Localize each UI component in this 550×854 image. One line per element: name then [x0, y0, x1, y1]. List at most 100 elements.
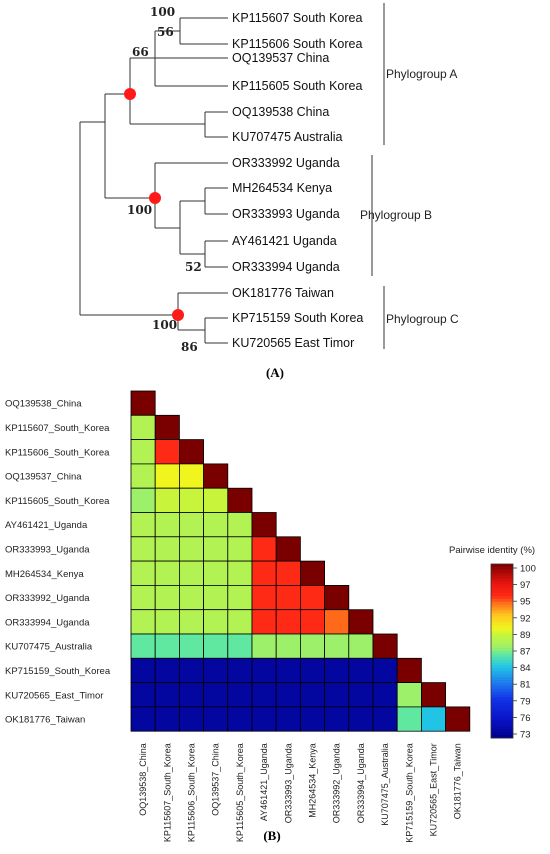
legend-color-step: [491, 735, 513, 739]
heatmap-cell: [130, 609, 156, 635]
bootstrap-value: 52: [185, 260, 202, 274]
legend-color-step: [491, 694, 513, 698]
leaf-label: OQ139538 China: [232, 105, 329, 119]
legend-color-step: [491, 709, 513, 713]
legend-color-step: [491, 717, 513, 721]
heatmap-cell: [203, 657, 229, 683]
leaf-label: KU707475 Australia: [232, 130, 343, 144]
legend-color-step: [491, 691, 513, 695]
heatmap-cell: [178, 487, 204, 513]
heatmap-cells: [130, 390, 471, 732]
legend-color-step: [491, 630, 513, 634]
heatmap-cell: [130, 512, 156, 538]
heatmap-cell: [227, 536, 253, 562]
heatmap-cell: [154, 584, 180, 611]
legend-color-step: [491, 575, 513, 579]
heatmap-cell: [154, 487, 180, 513]
phylogroup-c-node-marker: [172, 309, 184, 321]
heatmap-cell: [324, 657, 350, 683]
legend-color-step: [491, 607, 513, 611]
heatmap-cell: [275, 657, 301, 683]
heatmap-cell: [203, 706, 229, 732]
heatmap-cell: [445, 706, 471, 732]
heatmap-row-label: KP715159_South_Korea: [5, 666, 111, 677]
heatmap-column-label: KP715159_South_Korea: [404, 743, 414, 843]
legend-color-step: [491, 729, 513, 733]
heatmap-cell: [130, 463, 156, 489]
heatmap-cell: [251, 584, 277, 611]
legend-color-step: [491, 700, 513, 704]
legend-color-step: [491, 566, 513, 571]
heatmap-cell: [324, 706, 350, 732]
legend-tick-label: 81: [520, 680, 531, 691]
heatmap-cell: [275, 706, 301, 732]
heatmap-cell: [178, 536, 204, 562]
heatmap-cell: [372, 682, 398, 708]
heatmap-row-label: OQ139538_China: [5, 399, 82, 410]
legend-color-step: [491, 732, 513, 736]
legend-color-step: [491, 613, 513, 617]
heatmap-cell: [203, 584, 229, 611]
tree-leaf-labels: KP115607 South Korea KP115606 South Kore…: [232, 11, 363, 350]
leaf-label: MH264534 Kenya: [232, 181, 332, 195]
legend-tick-label: 84: [520, 663, 531, 674]
heatmap-cell: [178, 463, 204, 489]
legend-tick-label: 100: [520, 564, 536, 575]
heatmap-column-label: OK181776_Taiwan: [453, 743, 463, 819]
heatmap-cell: [227, 706, 253, 732]
heatmap-cell: [227, 487, 253, 513]
phylogenetic-tree-panel: KP115607 South Korea KP115606 South Kore…: [79, 3, 459, 380]
heatmap-cell: [203, 560, 229, 586]
heatmap-cell: [130, 706, 156, 732]
heatmap-column-label: KP115605_South_Korea: [235, 743, 245, 842]
legend-color-step: [491, 674, 513, 678]
heatmap-cell: [372, 657, 398, 683]
heatmap-cell: [227, 609, 253, 635]
heatmap-row-labels: OQ139538_China KP115607_South_Korea KP1156…: [5, 399, 111, 726]
legend-color-step: [491, 726, 513, 730]
heatmap-cell: [396, 657, 422, 683]
heatmap-cell: [324, 584, 350, 611]
heatmap-cell: [275, 560, 301, 586]
leaf-label: AY461421 Uganda: [232, 234, 337, 248]
heatmap-row-label: OR333994_Uganda: [5, 617, 90, 628]
legend-color-step: [491, 653, 513, 658]
legend-tick-label: 79: [520, 696, 531, 707]
leaf-label: KU720565 East Timor: [232, 336, 354, 350]
heatmap-cell: [348, 633, 374, 659]
heatmap-cell: [130, 414, 156, 440]
heatmap-cell: [130, 682, 156, 708]
heatmap-cell: [227, 512, 253, 538]
leaf-label: OR333994 Uganda: [232, 260, 340, 274]
legend-color-step: [491, 636, 513, 640]
legend-color-step: [491, 677, 513, 681]
heatmap-cell: [348, 682, 374, 708]
heatmap-cell: [227, 657, 253, 683]
legend-tick-label: 87: [520, 647, 531, 658]
heatmap-cell: [178, 633, 204, 659]
heatmap-cell: [130, 487, 156, 513]
heatmap-row-label: OR333993_Uganda: [5, 545, 90, 556]
heatmap-cell: [154, 439, 180, 465]
leaf-label: KP715159 South Korea: [232, 311, 363, 325]
bootstrap-value: 56: [157, 25, 174, 39]
legend-color-step: [491, 633, 513, 637]
legend-color-step: [491, 720, 513, 724]
legend-color-step: [491, 703, 513, 707]
legend-color-step: [491, 706, 513, 710]
phylogroup-b-label: Phylogroup B: [360, 208, 432, 222]
heatmap-cell: [130, 560, 156, 586]
legend-tick-label: 97: [520, 580, 531, 591]
heatmap-cell: [299, 706, 325, 732]
heatmap-cell: [299, 682, 325, 708]
heatmap-cell: [275, 682, 301, 708]
heatmap-cell: [396, 706, 422, 732]
legend-color-step: [491, 587, 513, 591]
phylogroup-c-label: Phylogroup C: [386, 312, 459, 326]
leaf-label: OR333993 Uganda: [232, 207, 340, 221]
heatmap-cell: [178, 584, 204, 611]
leaf-label: OK181776 Taiwan: [232, 286, 334, 300]
heatmap-column-label: OQ139538_China: [138, 743, 148, 816]
heatmap-cell: [130, 584, 156, 611]
heatmap-column-label: OR333992_Uganda: [332, 743, 342, 823]
